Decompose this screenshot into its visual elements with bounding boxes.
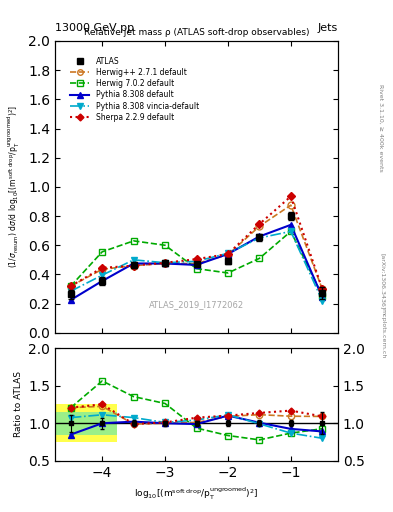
Bar: [55, 404, 117, 442]
Text: Rivet 3.1.10, ≥ 400k events: Rivet 3.1.10, ≥ 400k events: [379, 84, 384, 172]
Text: [arXiv:1306.3436]: [arXiv:1306.3436]: [381, 253, 386, 310]
Y-axis label: $(1/\sigma_{\rm resum})$ d$\sigma$/d log$_{10}$[(m$^{\rm soft\ drop}$/p$_{\rm T}: $(1/\sigma_{\rm resum})$ d$\sigma$/d log…: [6, 105, 22, 268]
Title: Relative jet mass ρ (ATLAS soft-drop observables): Relative jet mass ρ (ATLAS soft-drop obs…: [84, 28, 309, 37]
Text: ATLAS_2019_I1772062: ATLAS_2019_I1772062: [149, 301, 244, 309]
Y-axis label: Ratio to ATLAS: Ratio to ATLAS: [14, 372, 23, 437]
Bar: [55, 412, 117, 435]
X-axis label: log$_{10}$[(m$^{\rm soft\ drop}$/p$_{\rm T}^{\rm ungroomed})^2$]: log$_{10}$[(m$^{\rm soft\ drop}$/p$_{\rm…: [134, 485, 259, 502]
Text: 13000 GeV pp: 13000 GeV pp: [55, 23, 134, 33]
Legend: ATLAS, Herwig++ 2.7.1 default, Herwig 7.0.2 default, Pythia 8.308 default, Pythi: ATLAS, Herwig++ 2.7.1 default, Herwig 7.…: [67, 54, 202, 125]
Text: Jets: Jets: [318, 23, 338, 33]
Text: mcplots.cern.ch: mcplots.cern.ch: [381, 308, 386, 358]
